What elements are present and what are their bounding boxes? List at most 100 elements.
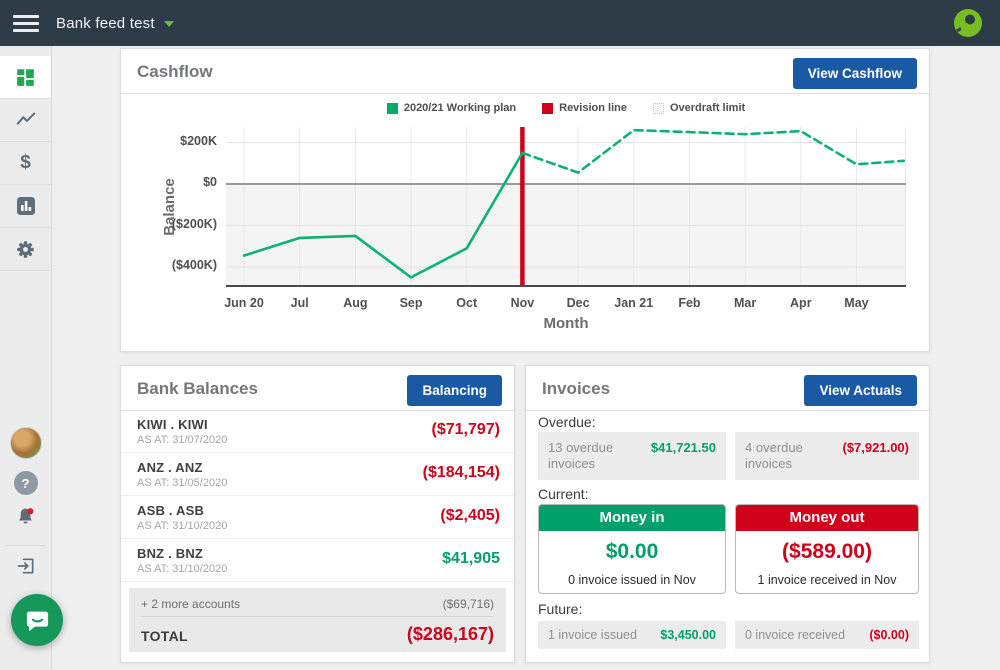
cashflow-card: Cashflow View Cashflow 2020/21 Working p…	[120, 48, 930, 352]
account-row: ANZ . ANZ AS AT: 31/05/2020 ($184,154)	[121, 453, 514, 496]
cashflow-title: Cashflow	[137, 62, 213, 81]
x-tick-label: Jun 20	[224, 296, 264, 310]
x-tick-label: Sep	[399, 296, 423, 310]
x-tick-label: Dec	[566, 296, 590, 310]
account-row: KIWI . KIWI AS AT: 31/07/2020 ($71,797)	[121, 410, 514, 453]
balancing-button[interactable]: Balancing	[407, 375, 502, 406]
divider	[121, 93, 929, 94]
future-in-box: 1 invoice issued $3,450.00	[538, 621, 726, 649]
sign-out-icon	[17, 558, 34, 574]
notification-dot	[27, 508, 34, 515]
money-out-card: Money out ($589.00) 1 invoice received i…	[735, 504, 919, 594]
overdue-out-label: 4 overdue invoices	[745, 440, 803, 472]
account-as-at: AS AT: 31/10/2020	[137, 563, 228, 575]
gear-icon	[17, 240, 34, 258]
future-out-box: 0 invoice received ($0.00)	[735, 621, 919, 649]
account-row: ASB . ASB AS AT: 31/10/2020 ($2,405)	[121, 496, 514, 539]
legend-item-working-plan: 2020/21 Working plan	[386, 102, 516, 114]
future-in-value: $3,450.00	[660, 628, 716, 642]
help-button[interactable]: ?	[0, 471, 51, 495]
chart-legend: 2020/21 Working plan Revision line Overd…	[226, 102, 906, 114]
legend-item-overdraft-limit: Overdraft limit	[652, 102, 745, 114]
sidebar-item-performance[interactable]	[0, 99, 51, 142]
logout-button[interactable]	[0, 556, 51, 576]
x-tick-label: Nov	[510, 296, 535, 310]
chevron-down-icon	[163, 21, 174, 27]
y-tick-label: ($200K)	[171, 216, 217, 231]
bank-balances-title: Bank Balances	[137, 379, 258, 398]
view-actuals-button[interactable]: View Actuals	[804, 375, 917, 406]
x-tick-label: Aug	[343, 296, 368, 310]
overdue-in-value: $41,721.50	[650, 440, 716, 455]
legend-item-revision-line: Revision line	[542, 102, 627, 114]
money-out-header: Money out	[736, 505, 918, 531]
invoices-title: Invoices	[542, 379, 611, 398]
overdue-out-value: ($7,921.00)	[842, 440, 910, 455]
account-as-at: AS AT: 31/05/2020	[137, 477, 228, 489]
overdraft-limit-area	[226, 184, 906, 287]
sidebar-item-reports[interactable]	[0, 185, 51, 228]
x-tick-label: Jan 21	[614, 296, 654, 310]
dashboard-grid-icon	[17, 68, 34, 86]
x-axis-title: Month	[543, 315, 589, 332]
money-in-header: Money in	[539, 505, 725, 531]
divider	[121, 410, 514, 411]
notifications-button[interactable]	[0, 506, 51, 527]
x-tick-label: May	[844, 296, 869, 310]
top-navbar: Bank feed test	[0, 0, 1000, 46]
money-in-card: Money in $0.00 0 invoice issued in Nov	[538, 504, 726, 594]
line-chart-icon	[16, 112, 35, 125]
account-name: ASB . ASB	[137, 503, 205, 518]
account-as-at: AS AT: 31/10/2020	[137, 520, 228, 532]
account-name: ANZ . ANZ	[137, 460, 203, 475]
future-in-label: 1 invoice issued	[548, 628, 637, 642]
bank-balances-card: Bank Balances Balancing KIWI . KIWI AS A…	[120, 365, 515, 663]
divider	[526, 410, 929, 411]
bank-balances-footer: + 2 more accounts ($69,716) TOTAL ($286,…	[129, 588, 506, 652]
money-in-note: 0 invoice issued in Nov	[568, 573, 696, 587]
sidebar-item-financials[interactable]: $	[0, 142, 51, 185]
dollar-icon: $	[20, 152, 31, 173]
sidebar-item-settings[interactable]	[0, 228, 51, 271]
account-balance: $41,905	[442, 550, 500, 567]
series-forecast	[521, 128, 906, 174]
account-as-at: AS AT: 31/07/2020	[137, 434, 228, 446]
future-out-label: 0 invoice received	[745, 628, 846, 642]
total-value: ($286,167)	[406, 624, 494, 644]
view-cashflow-button[interactable]: View Cashflow	[792, 58, 917, 89]
overdue-out-box: 4 overdue invoices ($7,921.00)	[735, 432, 919, 480]
account-name: BNZ . BNZ	[137, 546, 204, 561]
overdue-in-label: 13 overdue invoices	[548, 440, 614, 472]
brand-logo-icon[interactable]	[951, 6, 985, 45]
sidebar-item-dashboard[interactable]	[0, 56, 51, 99]
menu-icon[interactable]	[13, 14, 39, 32]
user-avatar[interactable]	[0, 427, 51, 459]
money-out-amount: ($589.00)	[782, 540, 872, 563]
future-out-value: ($0.00)	[869, 628, 909, 642]
legend-swatch-red	[542, 102, 554, 114]
y-tick-label: $200K	[180, 133, 217, 148]
series-actual	[242, 151, 524, 279]
account-balance: ($184,154)	[422, 464, 500, 481]
x-tick-label: Mar	[733, 296, 757, 310]
y-axis-title: Balance	[161, 178, 178, 236]
overdue-label: Overdue:	[538, 414, 596, 430]
chat-bubble-icon	[26, 611, 48, 631]
legend-swatch-green	[386, 102, 398, 114]
more-accounts-label: + 2 more accounts	[141, 597, 241, 611]
bar-chart-icon	[16, 197, 35, 215]
bell-icon	[19, 508, 34, 524]
question-mark-icon: ?	[13, 471, 38, 495]
avatar	[9, 427, 42, 459]
x-tick-label: Apr	[790, 296, 812, 310]
x-tick-label: Feb	[678, 296, 701, 310]
account-balance: ($71,797)	[431, 421, 501, 438]
more-accounts-row[interactable]: + 2 more accounts ($69,716)	[141, 594, 494, 617]
x-tick-label: Jul	[290, 296, 309, 310]
money-in-amount: $0.00	[605, 540, 659, 563]
farm-selector-dropdown[interactable]: Bank feed test	[56, 15, 174, 32]
chat-widget-button[interactable]	[11, 594, 63, 646]
account-row: BNZ . BNZ AS AT: 31/10/2020 $41,905	[121, 539, 514, 582]
invoices-card: Invoices View Actuals Overdue: 13 overdu…	[525, 365, 930, 663]
left-sidebar: $ ?	[0, 46, 52, 670]
